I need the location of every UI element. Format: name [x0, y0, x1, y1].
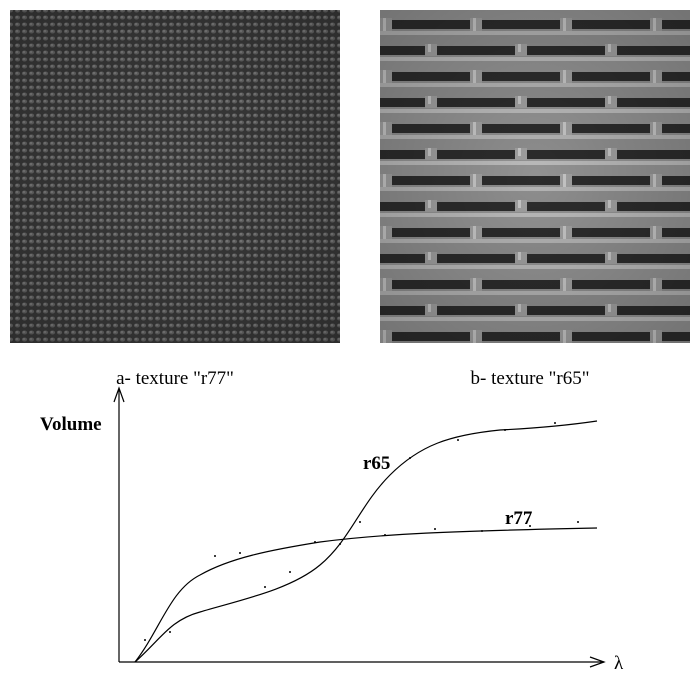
curve-r77 — [134, 527, 598, 663]
texture-r65 — [380, 10, 690, 343]
plot — [113, 386, 606, 668]
caption: a- texture "r77" — [116, 368, 234, 389]
caption: b- texture "r65" — [471, 368, 590, 389]
y-arrow — [113, 386, 125, 403]
curve-label: r77 — [505, 508, 533, 529]
curve-label: r65 — [363, 453, 390, 474]
y-axis-label: Volume — [40, 414, 102, 435]
sample-dots — [144, 422, 579, 641]
x-arrow — [589, 656, 606, 668]
x-axis-label: λ — [614, 653, 624, 673]
texture-r77 — [10, 10, 340, 343]
curve-r65 — [134, 420, 598, 663]
